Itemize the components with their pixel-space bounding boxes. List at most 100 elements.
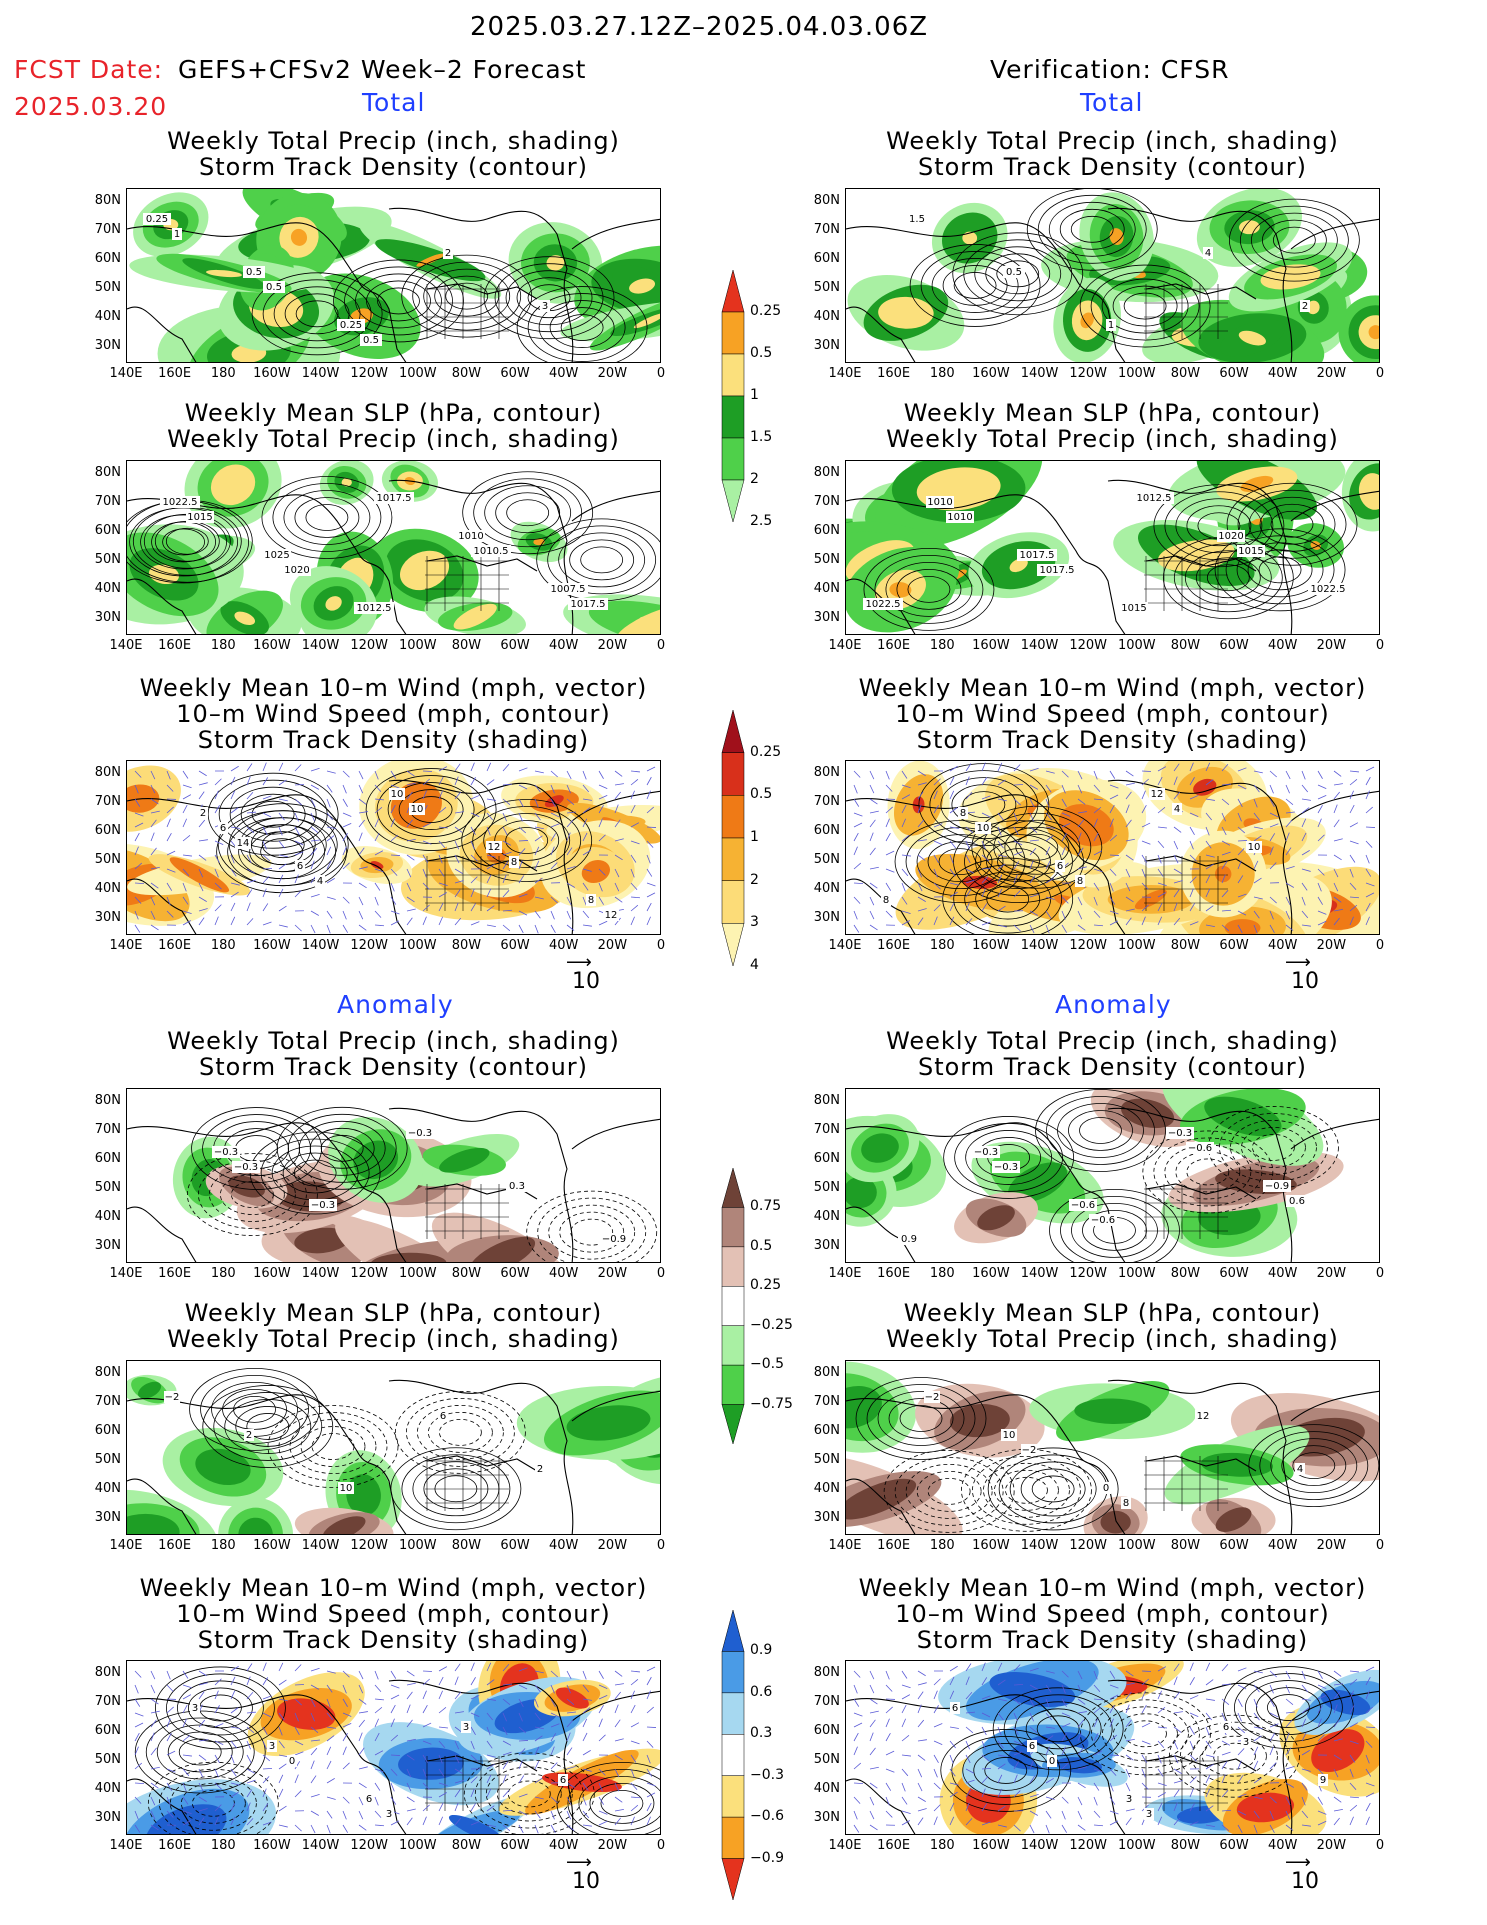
wind-vector (278, 779, 287, 786)
wind-vector (885, 910, 893, 918)
wind-vector (630, 1670, 640, 1673)
wind-vector (342, 1670, 350, 1678)
contour-line (975, 878, 1041, 920)
shading-blob (639, 616, 660, 632)
wind-vector (1029, 1712, 1034, 1722)
wind-vector (1077, 1698, 1086, 1705)
wind-vector (853, 910, 858, 920)
wind-vector (1141, 904, 1149, 912)
wind-vector (869, 924, 878, 931)
shading-blob (1134, 889, 1167, 910)
coastline (127, 878, 197, 934)
shading-blob (228, 1507, 283, 1534)
wind-vector (1045, 910, 1052, 919)
wind-vector (390, 882, 395, 892)
lon-tick-label: 140E (109, 366, 143, 381)
lon-tick-label: 80W (1170, 638, 1201, 653)
wind-vector (230, 882, 240, 886)
wind-vector (1317, 1820, 1327, 1826)
wind-vector (981, 888, 986, 898)
wind-vector (534, 1746, 540, 1756)
wind-vector (326, 784, 333, 793)
wind-vector (406, 868, 412, 878)
svg-text:1015: 1015 (1121, 603, 1146, 614)
wind-vector (534, 1824, 539, 1834)
contour-line (186, 1153, 318, 1236)
wind-vector (1221, 1663, 1229, 1672)
contour-line (365, 768, 497, 851)
wind-vector (294, 840, 304, 846)
wind-vector (949, 916, 955, 926)
shading-blob (1278, 270, 1303, 284)
shading-blob (145, 1804, 227, 1834)
lon-tick-label: 160W (253, 1538, 291, 1553)
shading-blob (353, 1140, 399, 1180)
wind-vector (646, 766, 656, 772)
coastline (1290, 490, 1379, 522)
wind-vector (1045, 1670, 1055, 1674)
svg-text:−0.3: −0.3 (994, 1162, 1018, 1173)
wind-vector (230, 790, 236, 800)
contour-label: 8 (1121, 1497, 1131, 1509)
wind-vector (502, 1712, 507, 1722)
wind-vector (646, 1792, 656, 1798)
wind-vector (630, 770, 640, 773)
wind-vector (917, 1719, 925, 1728)
wind-vector (534, 877, 543, 884)
svg-text:6: 6 (560, 1775, 566, 1786)
wind-vector (342, 1824, 348, 1833)
wind-vector (326, 1810, 333, 1819)
contour-label: 1010.5 (471, 545, 511, 557)
contour-label: 1010 (946, 511, 974, 523)
wind-vector (646, 1782, 656, 1787)
wind-vector (1365, 766, 1375, 772)
coastline (571, 1118, 660, 1150)
vector-reference-arrow: ⟶ 10 (1285, 952, 1319, 995)
wind-vector (965, 1779, 975, 1784)
wind-vector (646, 892, 656, 898)
wind-vector (1253, 1760, 1259, 1770)
wind-vector (1013, 1740, 1023, 1746)
wind-vector (949, 790, 955, 800)
wind-vector (1141, 1754, 1148, 1763)
contour-line (964, 871, 1052, 927)
lon-tick-label: 20W (1316, 366, 1347, 381)
wind-vector (981, 777, 988, 786)
wind-vector (630, 882, 638, 890)
contour-line (1124, 1720, 1167, 1748)
wind-vector (1221, 1751, 1231, 1756)
wind-vector (166, 818, 171, 828)
arrow-icon: ⟶ (1285, 952, 1311, 973)
lon-tick-label: 120W (1069, 1838, 1107, 1853)
wind-vector (1173, 1663, 1180, 1672)
panel-title-line: Storm Track Density (contour) (198, 153, 589, 181)
wind-vector (1157, 1802, 1163, 1812)
wind-vector (1285, 910, 1291, 920)
lat-tick-label: 70N (813, 1122, 840, 1137)
wind-vector (246, 776, 251, 786)
lon-tick-label: 160E (877, 638, 911, 653)
contour-label: 3 (1144, 1808, 1154, 1820)
wind-vector (326, 1726, 336, 1729)
svg-text:−0.3: −0.3 (311, 1200, 335, 1211)
wind-vector (917, 854, 926, 861)
contour-line (537, 1197, 647, 1262)
wind-vector (1285, 784, 1290, 794)
shading-blob (238, 1517, 273, 1534)
lon-tick-label: 80W (1170, 1266, 1201, 1281)
contour-line (866, 1384, 976, 1453)
map-panel: −0.3 −0.6 −0.3 −0.9 0.9 −0.3 −0.6 −0.6 0.6 (845, 1088, 1380, 1263)
wind-vector (853, 822, 863, 828)
wind-vector (1013, 1698, 1021, 1706)
wind-vector (1045, 1698, 1050, 1708)
contour-line (1213, 1742, 1256, 1770)
contour-line (984, 1757, 1028, 1784)
wind-vector (566, 1824, 575, 1831)
wind-vector (390, 1782, 395, 1792)
contour-label: 2 (535, 1463, 545, 1475)
wind-vector (486, 1763, 495, 1770)
contour-label: 1025 (263, 549, 291, 561)
contour-line (1258, 556, 1302, 584)
lon-tick-label: 140W (1020, 366, 1059, 381)
wind-vector (182, 1782, 187, 1792)
